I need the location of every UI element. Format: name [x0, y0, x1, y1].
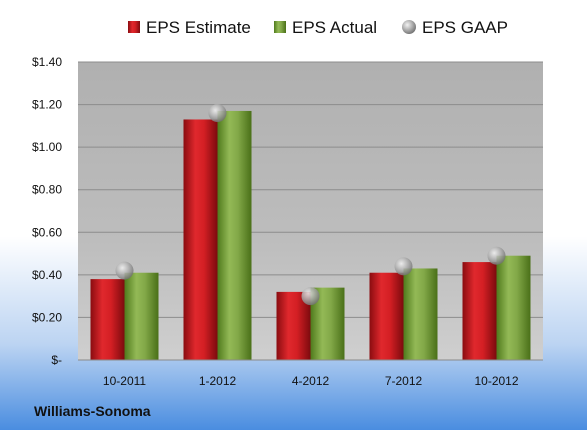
legend-label-gaap: EPS GAAP [422, 18, 508, 37]
legend-item-eps-actual: EPS Actual [274, 18, 377, 37]
point-eps-gaap [301, 287, 320, 306]
y-axis-labels: $- $0.20 $0.40 $0.60 $0.80 $1.00 $1.20 $1.40 [32, 55, 62, 367]
legend-marker-gaap [402, 20, 416, 34]
bar-eps-actual [496, 255, 531, 360]
legend-item-eps-estimate: EPS Estimate [128, 18, 251, 37]
legend-label-actual: EPS Actual [292, 18, 377, 37]
y-tick-label: $1.00 [32, 140, 62, 154]
y-tick-label: $0.80 [32, 183, 62, 197]
legend-swatch-estimate [128, 21, 140, 33]
legend-swatch-actual [274, 21, 286, 33]
y-tick-label: $- [51, 353, 62, 367]
legend-label-estimate: EPS Estimate [146, 18, 251, 37]
y-tick-label: $1.20 [32, 98, 62, 112]
point-eps-gaap [208, 104, 227, 123]
bar-eps-estimate [90, 279, 125, 360]
bar-eps-estimate [183, 119, 218, 360]
point-eps-gaap [394, 257, 413, 276]
y-tick-label: $0.20 [32, 310, 62, 324]
legend: EPS Estimate EPS Actual EPS GAAP [128, 18, 508, 37]
y-tick-label: $0.40 [32, 268, 62, 282]
bar-eps-actual [124, 272, 159, 360]
x-tick-label: 10-2011 [103, 374, 146, 388]
point-eps-gaap [487, 246, 506, 265]
bar-eps-estimate [276, 291, 311, 360]
y-tick-label: $1.40 [32, 55, 62, 69]
bar-series [90, 110, 531, 360]
x-tick-label: 1-2012 [199, 374, 237, 388]
bar-eps-actual [403, 268, 438, 360]
y-tick-label: $0.60 [32, 225, 62, 239]
point-eps-gaap [115, 261, 134, 280]
legend-item-eps-gaap: EPS GAAP [402, 18, 508, 37]
company-name: Williams-Sonoma [34, 403, 151, 419]
x-tick-label: 7-2012 [385, 374, 423, 388]
bar-eps-actual [217, 110, 252, 360]
x-axis-labels: 10-2011 1-2012 4-2012 7-2012 10-2012 [103, 374, 519, 388]
bar-eps-estimate [462, 262, 497, 360]
gaap-points [115, 104, 506, 306]
x-tick-label: 4-2012 [292, 374, 330, 388]
x-tick-label: 10-2012 [474, 374, 518, 388]
bar-eps-estimate [369, 272, 404, 360]
